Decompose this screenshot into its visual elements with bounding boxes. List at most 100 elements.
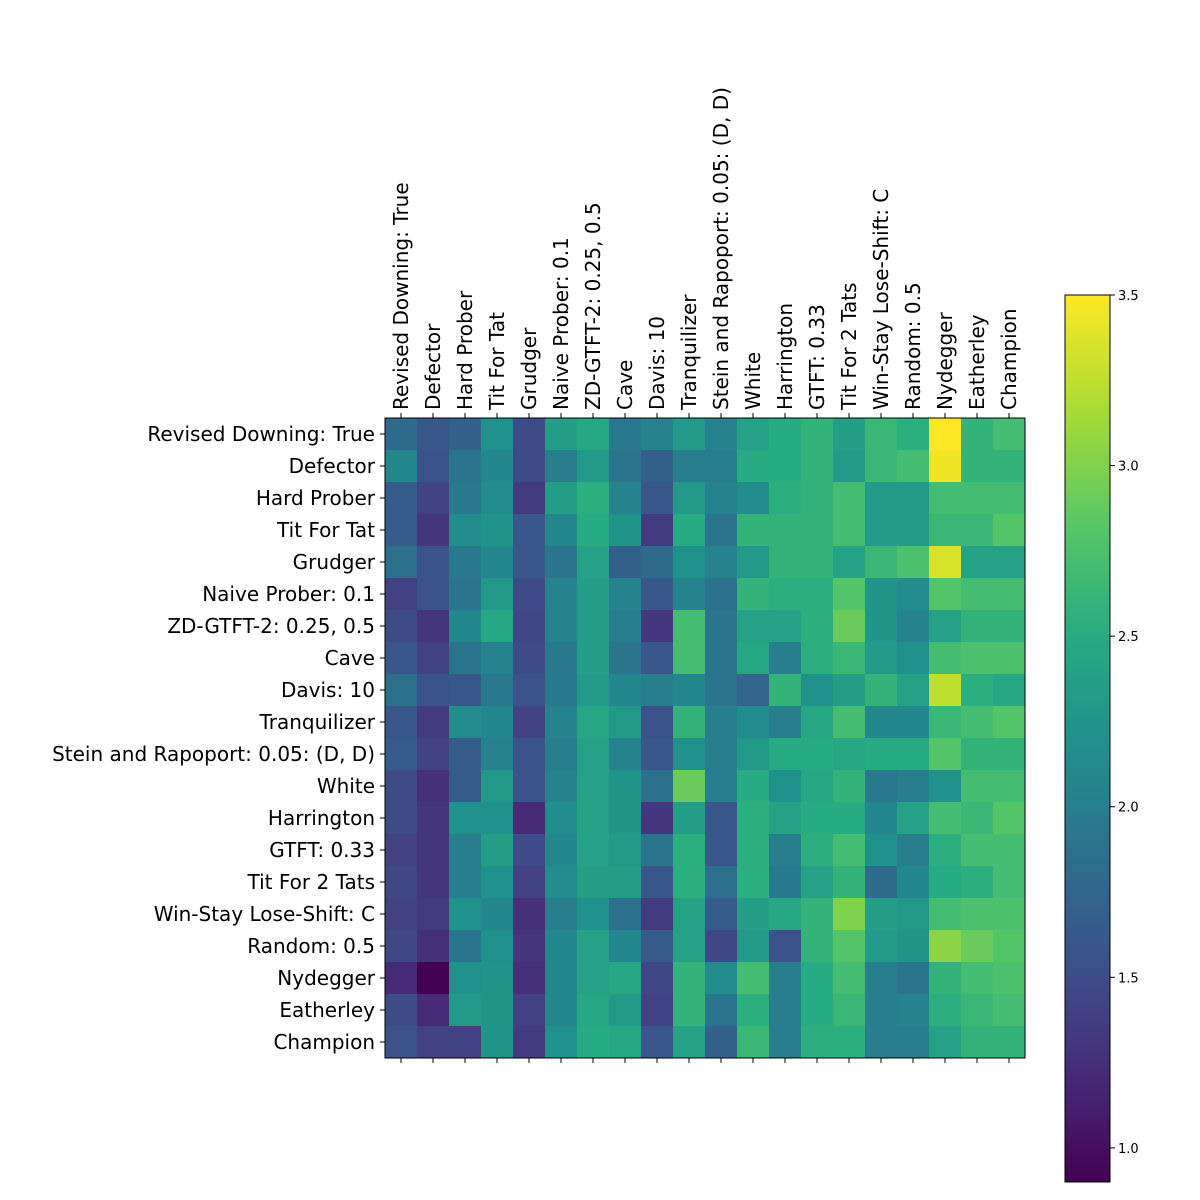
heatmap-cell bbox=[865, 738, 898, 771]
heatmap-cell bbox=[865, 674, 898, 707]
heatmap-cell bbox=[577, 930, 610, 963]
heatmap-cell bbox=[417, 546, 450, 579]
heatmap-cell bbox=[481, 898, 514, 931]
heatmap-cell bbox=[577, 962, 610, 995]
heatmap-cell bbox=[897, 866, 930, 899]
heatmap-cell bbox=[705, 610, 738, 643]
heatmap-cell bbox=[929, 578, 962, 611]
heatmap-cell bbox=[993, 482, 1026, 515]
heatmap-cell bbox=[993, 450, 1026, 483]
heatmap-cell bbox=[577, 834, 610, 867]
heatmap-cell bbox=[673, 738, 706, 771]
heatmap-cell bbox=[961, 834, 994, 867]
heatmap-cell bbox=[481, 962, 514, 995]
y-tick-label: Naive Prober: 0.1 bbox=[202, 582, 375, 606]
y-tick-label: Harrington bbox=[268, 806, 375, 830]
heatmap-cell bbox=[385, 610, 418, 643]
heatmap-cell bbox=[961, 802, 994, 835]
heatmap-cell bbox=[545, 514, 578, 547]
heatmap-cell bbox=[545, 450, 578, 483]
heatmap-cell bbox=[833, 482, 866, 515]
heatmap-cell bbox=[897, 674, 930, 707]
heatmap-cell bbox=[609, 546, 642, 579]
heatmap-cell bbox=[769, 418, 802, 451]
heatmap-cell bbox=[993, 642, 1026, 675]
heatmap-cell bbox=[833, 770, 866, 803]
heatmap-cell bbox=[481, 866, 514, 899]
heatmap-cell bbox=[513, 866, 546, 899]
heatmap-cell bbox=[673, 578, 706, 611]
heatmap-cell bbox=[481, 706, 514, 739]
heatmap-cell bbox=[705, 898, 738, 931]
heatmap-cell bbox=[481, 1026, 514, 1059]
heatmap-cell bbox=[513, 930, 546, 963]
heatmap-cell bbox=[737, 1026, 770, 1059]
heatmap-cell bbox=[993, 770, 1026, 803]
heatmap-cell bbox=[609, 450, 642, 483]
heatmap-cell bbox=[897, 578, 930, 611]
heatmap-cell bbox=[833, 418, 866, 451]
heatmap-cell bbox=[961, 642, 994, 675]
heatmap-cell bbox=[961, 674, 994, 707]
heatmap-cell bbox=[641, 898, 674, 931]
heatmap-cell bbox=[993, 834, 1026, 867]
heatmap-cell bbox=[609, 482, 642, 515]
heatmap-cell bbox=[929, 642, 962, 675]
heatmap-cell bbox=[513, 578, 546, 611]
heatmap-cell bbox=[417, 674, 450, 707]
heatmap-cell bbox=[609, 514, 642, 547]
colorbar-tick-label: 1.0 bbox=[1118, 1142, 1139, 1157]
heatmap-cell bbox=[417, 642, 450, 675]
heatmap-cell bbox=[609, 802, 642, 835]
heatmap-cell bbox=[833, 450, 866, 483]
heatmap-cell bbox=[609, 706, 642, 739]
heatmap-cell bbox=[737, 834, 770, 867]
heatmap-cell bbox=[673, 610, 706, 643]
heatmap-cell bbox=[609, 930, 642, 963]
heatmap-cell bbox=[833, 706, 866, 739]
heatmap-cell bbox=[673, 674, 706, 707]
y-tick-label: GTFT: 0.33 bbox=[269, 838, 375, 862]
heatmap-cell bbox=[865, 642, 898, 675]
heatmap-cell bbox=[417, 1026, 450, 1059]
heatmap-cell bbox=[961, 898, 994, 931]
heatmap-cell bbox=[385, 706, 418, 739]
heatmap-cell bbox=[897, 610, 930, 643]
heatmap-cell bbox=[993, 866, 1026, 899]
heatmap-cell bbox=[641, 418, 674, 451]
heatmap-cell bbox=[961, 1026, 994, 1059]
heatmap-cell bbox=[897, 770, 930, 803]
heatmap-cell bbox=[385, 674, 418, 707]
plot-frame bbox=[384, 417, 1026, 1059]
heatmap-cell bbox=[737, 642, 770, 675]
heatmap-cell bbox=[737, 898, 770, 931]
heatmap-cell bbox=[513, 738, 546, 771]
heatmap-cell bbox=[929, 738, 962, 771]
heatmap-cell bbox=[833, 866, 866, 899]
heatmap-cell bbox=[897, 898, 930, 931]
heatmap-cell bbox=[993, 898, 1026, 931]
heatmap-cell bbox=[769, 706, 802, 739]
heatmap-cell bbox=[801, 770, 834, 803]
heatmap-cell bbox=[641, 802, 674, 835]
heatmap-cell bbox=[609, 578, 642, 611]
colorbar-gradient bbox=[1064, 294, 1111, 1183]
heatmap-cell bbox=[897, 482, 930, 515]
heatmap-cell bbox=[673, 866, 706, 899]
heatmap-cell bbox=[641, 450, 674, 483]
heatmap-cell bbox=[545, 1026, 578, 1059]
heatmap-cell bbox=[961, 514, 994, 547]
x-tick-label: Nydegger bbox=[933, 312, 957, 410]
heatmap-cell bbox=[513, 706, 546, 739]
heatmap-cell bbox=[545, 898, 578, 931]
heatmap-cell bbox=[769, 578, 802, 611]
heatmap-cell bbox=[545, 866, 578, 899]
y-tick-label: Champion bbox=[273, 1030, 375, 1054]
heatmap-cell bbox=[769, 1026, 802, 1059]
heatmap-cell bbox=[641, 674, 674, 707]
heatmap-cell bbox=[577, 450, 610, 483]
heatmap-cell bbox=[865, 450, 898, 483]
heatmap-cell bbox=[833, 994, 866, 1027]
heatmap-cell bbox=[929, 834, 962, 867]
heatmap-cell bbox=[897, 962, 930, 995]
